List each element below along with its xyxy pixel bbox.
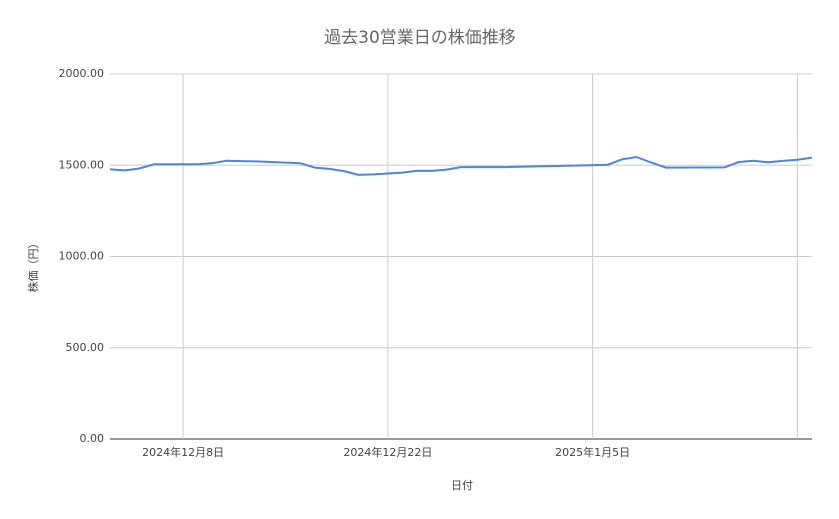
x-tick-label: 2024年12月22日: [343, 445, 432, 459]
x-axis-label: 日付: [451, 479, 473, 492]
x-tick-label: 2024年12月8日: [142, 445, 224, 459]
line-series: [109, 156, 813, 176]
y-tick-label: 0.00: [80, 432, 105, 445]
y-axis-label: 株価（円）: [26, 238, 40, 293]
y-tick-label: 1500.00: [59, 158, 105, 171]
y-tick-label: 2000.00: [59, 67, 105, 80]
chart-title: 過去30営業日の株価推移: [324, 28, 516, 48]
x-tick-label: 2025年1月5日: [555, 445, 630, 459]
y-tick-label: 500.00: [66, 341, 105, 354]
y-tick-label: 1000.00: [59, 250, 105, 263]
